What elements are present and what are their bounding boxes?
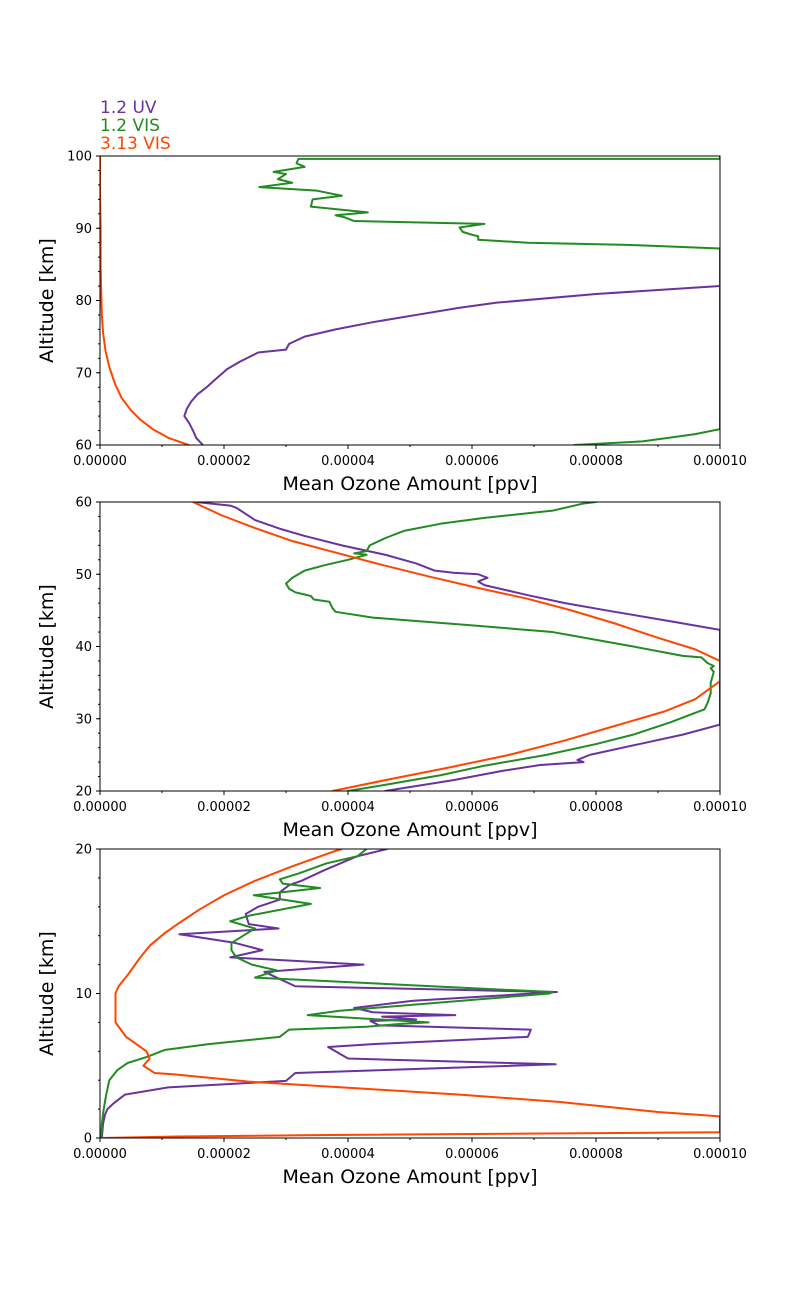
series-line-1-2-uv (100, 849, 558, 1138)
x-tick-label: 0.00006 (445, 800, 499, 815)
y-tick-label: 60 (75, 496, 92, 511)
x-tick-label: 0.00010 (693, 454, 747, 469)
y-tick-label: 70 (75, 366, 92, 381)
x-tick-label: 0.00006 (445, 454, 499, 469)
y-tick-label: 50 (75, 568, 92, 583)
y-tick-label: 90 (75, 222, 92, 237)
legend-entry-3-13-vis: 3.13 VIS (100, 134, 171, 154)
series-line-3-13-vis (100, 849, 720, 1138)
x-tick-label: 0.00008 (569, 1147, 623, 1162)
y-tick-label: 60 (75, 439, 92, 454)
x-tick-label: 0.00000 (73, 454, 127, 469)
lower-altitude-panel: 0.00000 0.00002 0.00004 0.00006 0.00008 0.000… (36, 843, 747, 1189)
x-tick-label: 0.00000 (73, 1147, 127, 1162)
series-line-1-2-vis (100, 849, 554, 1138)
x-tick-label: 0.00004 (321, 454, 375, 469)
legend-entry-1-2-vis: 1.2 VIS (100, 116, 160, 136)
y-tick-label: 10 (75, 987, 92, 1002)
plot-frame (99, 848, 721, 1139)
series-line-1-2-vis (285, 502, 715, 791)
series-line-1-2-uv (183, 285, 720, 445)
y-tick-label: 40 (75, 640, 92, 655)
series-group (100, 156, 720, 445)
series-group (192, 502, 720, 791)
y-axis-label: Altitude [km] (36, 238, 58, 363)
x-tick-label: 0.00004 (321, 800, 375, 815)
x-tick-label: 0.00002 (197, 800, 251, 815)
x-tick-label: 0.00002 (197, 454, 251, 469)
series-group (100, 849, 720, 1138)
x-tick-label: 0.00008 (569, 454, 623, 469)
x-tick-label: 0.00006 (445, 1147, 499, 1162)
x-axis-label: Mean Ozone Amount [ppv] (282, 473, 537, 495)
x-tick-label: 0.00004 (321, 1147, 375, 1162)
middle-altitude-panel: 0.00000 0.00002 0.00004 0.00006 0.00008 0.000… (36, 496, 747, 842)
plot-frame (99, 155, 721, 446)
legend-entry-1-2-uv: 1.2 UV (100, 98, 157, 118)
x-tick-label: 0.00008 (569, 800, 623, 815)
y-axis-label: Altitude [km] (36, 584, 58, 709)
x-tick-label: 0.00010 (693, 800, 747, 815)
series-line-3-13-vis (192, 502, 720, 791)
y-tick-label: 0 (84, 1132, 92, 1147)
series-line-1-2-uv (195, 502, 720, 791)
y-axis-label: Altitude [km] (36, 931, 58, 1056)
y-tick-label: 100 (67, 150, 92, 165)
y-tick-label: 20 (75, 785, 92, 800)
x-tick-label: 0.00000 (73, 800, 127, 815)
series-line-3-13-vis (100, 156, 190, 445)
y-tick-label: 20 (75, 843, 92, 858)
x-tick-label: 0.00010 (693, 1147, 747, 1162)
x-axis-label: Mean Ozone Amount [ppv] (282, 819, 537, 841)
series-line-1-2-vis (258, 156, 720, 445)
upper-altitude-panel: 0.00000 0.00002 0.00004 0.00006 0.00008 0.000… (36, 150, 747, 496)
y-tick-label: 30 (75, 712, 92, 727)
y-tick-label: 80 (75, 294, 92, 309)
x-axis-label: Mean Ozone Amount [ppv] (282, 1166, 537, 1188)
x-tick-label: 0.00002 (197, 1147, 251, 1162)
